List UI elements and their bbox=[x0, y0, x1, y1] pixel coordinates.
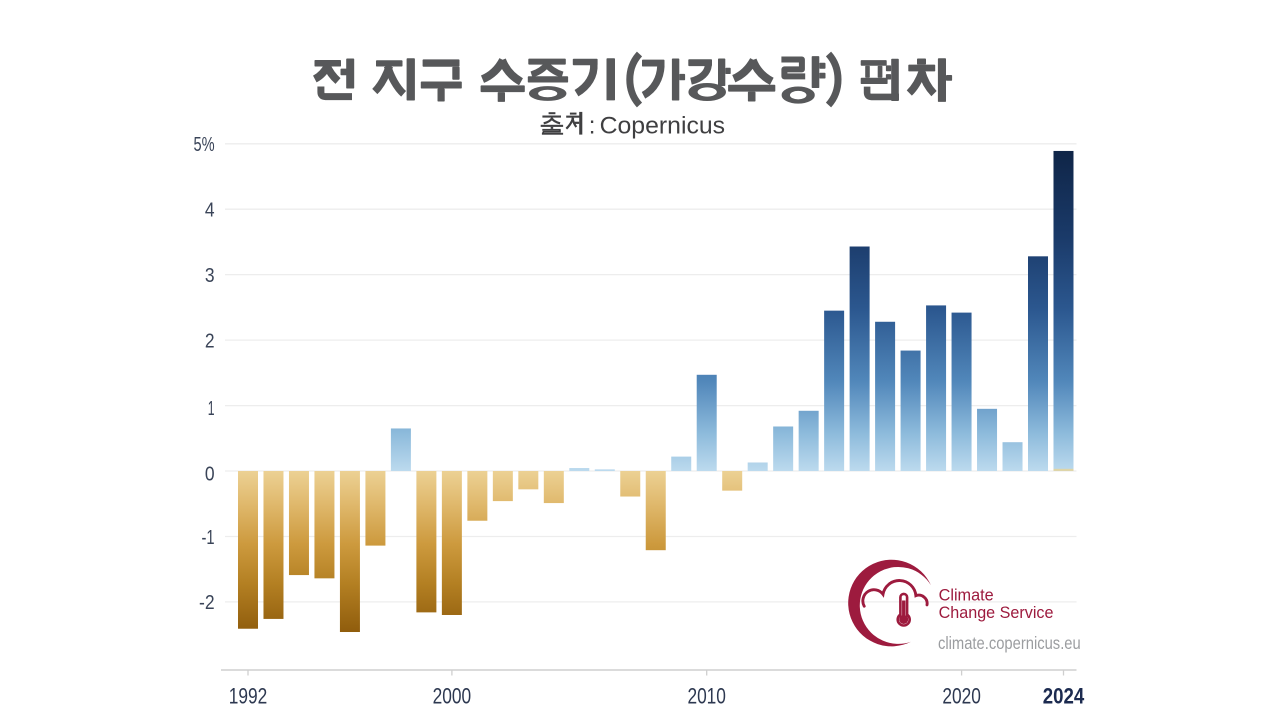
svg-text:2020: 2020 bbox=[942, 684, 981, 709]
svg-text:climate.copernicus.eu: climate.copernicus.eu bbox=[938, 633, 1081, 653]
svg-text:5%: 5% bbox=[194, 134, 215, 156]
svg-text:Climate: Climate bbox=[939, 586, 994, 605]
svg-text:-1: -1 bbox=[202, 527, 215, 549]
svg-text::: : bbox=[589, 113, 596, 140]
svg-text:1992: 1992 bbox=[229, 684, 268, 709]
svg-text:1: 1 bbox=[208, 398, 215, 420]
svg-text:4: 4 bbox=[205, 200, 215, 222]
svg-text:2000: 2000 bbox=[433, 684, 472, 709]
svg-text:0: 0 bbox=[205, 464, 215, 486]
svg-text:-2: -2 bbox=[199, 592, 215, 614]
svg-text:2: 2 bbox=[205, 330, 215, 352]
svg-text:2024: 2024 bbox=[1043, 684, 1085, 709]
svg-text:Change Service: Change Service bbox=[939, 603, 1054, 622]
svg-text:Copernicus: Copernicus bbox=[600, 113, 726, 140]
svg-text:2010: 2010 bbox=[687, 684, 726, 709]
svg-text:3: 3 bbox=[205, 265, 215, 287]
